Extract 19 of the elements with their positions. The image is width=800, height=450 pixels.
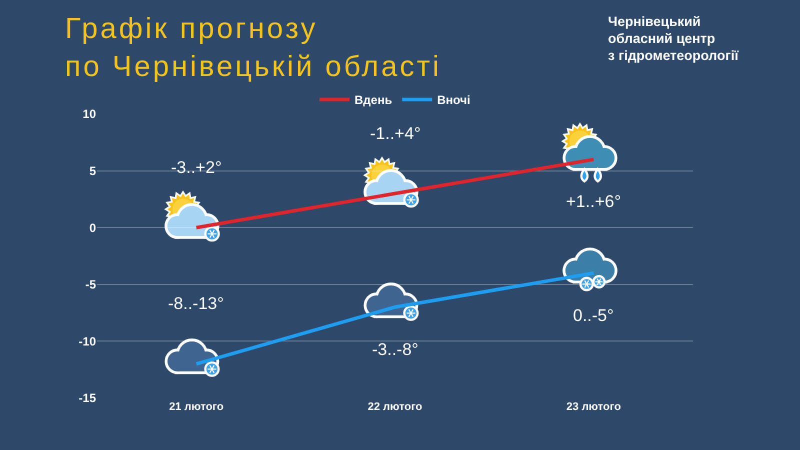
text: Чернівецький обласний центр з гідрометеорології	[608, 13, 738, 64]
y-tick-label: 0	[89, 220, 96, 235]
y-tick-label: -15	[78, 391, 96, 406]
annotation: -8..-13°	[168, 294, 224, 313]
annotation: -3..-8°	[372, 340, 418, 359]
y-tick-label: -5	[85, 278, 96, 292]
y-tick-label: 10	[82, 107, 96, 122]
annotation: +1..+6°	[566, 192, 622, 211]
x-tick-label: 23 лютого	[566, 401, 622, 413]
x-tick-label: 21 лютого	[169, 401, 224, 413]
x-tick-label: 22 лютого	[368, 401, 423, 413]
annotation: 0..-5°	[573, 306, 614, 325]
annotation: -1..+4°	[370, 124, 421, 143]
y-tick-label: -10	[78, 334, 96, 348]
legend-label: Вдень	[354, 93, 392, 108]
annotation: -3..+2°	[171, 158, 222, 177]
y-tick-label: 5	[89, 164, 96, 178]
chart-title: Графік прогнозу по Чернівецькій області	[65, 12, 442, 85]
legend-label: Вночі	[437, 93, 470, 108]
